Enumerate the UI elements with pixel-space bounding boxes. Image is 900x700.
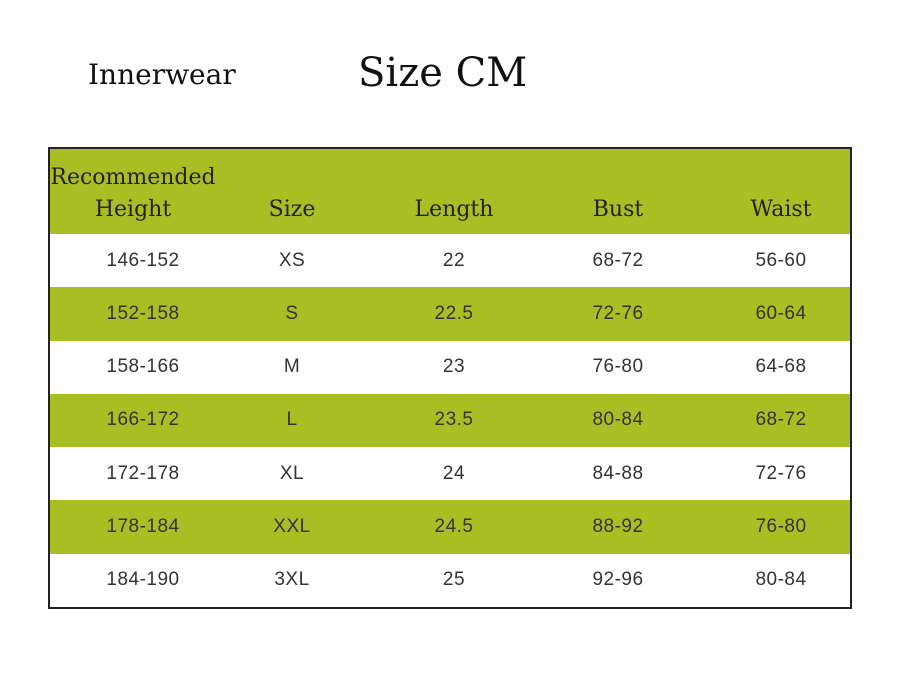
table-cell: 68-72 [755, 409, 807, 431]
table-cell: L [286, 409, 298, 431]
column-header: Bust [592, 197, 644, 222]
table-row: 146-152 XS 22 68-72 56-60 [50, 234, 850, 287]
table-row: 178-184 XXL 24.5 88-92 76-80 [50, 500, 850, 554]
table-cell: 178-184 [106, 516, 180, 538]
column-header: Size [268, 197, 316, 222]
table-cell: 72-76 [755, 462, 807, 484]
table-cell: 184-190 [106, 569, 180, 591]
page-title: Size CM [358, 50, 528, 96]
table-cell: 146-152 [106, 249, 180, 271]
table-cell: XL [279, 462, 305, 484]
table-cell: 60-64 [755, 302, 807, 324]
table-cell: XS [278, 249, 306, 271]
table-cell: 84-88 [592, 462, 644, 484]
header-row: Recommended Height Size Length Bust Waist [50, 149, 850, 234]
table-cell: 76-80 [592, 356, 644, 378]
table-cell: 88-92 [592, 516, 644, 538]
table-cell: 92-96 [592, 569, 644, 591]
table-row: 184-190 3XL 25 92-96 80-84 [50, 554, 850, 607]
table-cell: 24.5 [434, 516, 474, 538]
category-label: Innerwear [88, 58, 236, 91]
table-cell: 72-76 [592, 302, 644, 324]
table-cell: 23 [442, 356, 466, 378]
column-header: Waist [750, 197, 812, 222]
table-cell: S [285, 302, 299, 324]
table-cell: 172-178 [106, 462, 180, 484]
table-cell: 166-172 [106, 409, 180, 431]
table-cell: 158-166 [106, 356, 180, 378]
table-cell: 68-72 [592, 249, 644, 271]
table-cell: 80-84 [592, 409, 644, 431]
table-cell: 64-68 [755, 356, 807, 378]
table-cell: 22.5 [434, 302, 474, 324]
table-cell: 152-158 [106, 302, 180, 324]
table-cell: 22 [442, 249, 466, 271]
table-row: 152-158 S 22.5 72-76 60-64 [50, 287, 850, 341]
table-cell: XXL [273, 516, 311, 538]
table-cell: M [283, 356, 301, 378]
table-row: 158-166 M 23 76-80 64-68 [50, 341, 850, 394]
table-cell: 25 [442, 569, 466, 591]
column-header: Length [414, 197, 494, 222]
table-cell: 3XL [274, 569, 310, 591]
table-cell: 23.5 [434, 409, 474, 431]
table-row: 172-178 XL 24 84-88 72-76 [50, 447, 850, 500]
size-table: Recommended Height Size Length Bust Waist 14… [48, 147, 852, 609]
table-cell: 24 [442, 462, 466, 484]
table-cell: 56-60 [755, 249, 807, 271]
column-header: Recommended Height [50, 165, 216, 222]
table-cell: 80-84 [755, 569, 807, 591]
table-row: 166-172 L 23.5 80-84 68-72 [50, 393, 850, 448]
table-cell: 76-80 [755, 516, 807, 538]
